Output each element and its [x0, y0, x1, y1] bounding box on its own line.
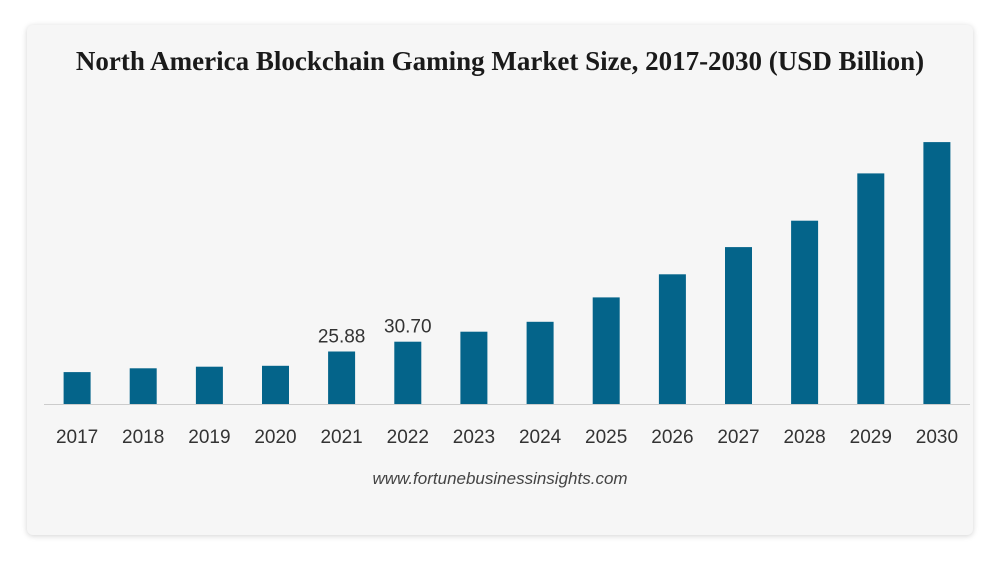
bar-2030 [923, 142, 951, 404]
x-tick-label: 2028 [783, 427, 825, 448]
bar-2021 [328, 351, 356, 404]
x-tick-label: 2020 [254, 427, 296, 448]
x-tick-label: 2030 [916, 427, 958, 448]
source-credit: www.fortunebusinessinsights.com [372, 469, 628, 488]
data-label-2021: 25.88 [318, 327, 366, 348]
bar-2022 [394, 341, 422, 404]
x-tick-label: 2027 [717, 427, 759, 448]
data-label-2022: 30.70 [384, 317, 432, 338]
x-tick-label: 2022 [387, 427, 429, 448]
bar-2020 [262, 365, 289, 404]
x-tick-label: 2021 [320, 427, 362, 448]
bar-2025 [592, 297, 620, 404]
x-tick-label: 2025 [585, 427, 627, 448]
x-tick-label: 2018 [122, 427, 164, 448]
bar-2023 [460, 331, 488, 404]
x-tick-label: 2026 [651, 427, 693, 448]
bar-2029 [857, 173, 885, 404]
x-tick-label: 2029 [850, 427, 892, 448]
chart-title: North America Blockchain Gaming Market S… [75, 46, 925, 76]
x-tick-label: 2024 [519, 427, 562, 448]
bar-2019 [195, 366, 223, 404]
bar-2028 [791, 220, 819, 404]
x-tick-label: 2019 [188, 427, 230, 448]
x-tick-label: 2023 [453, 427, 495, 448]
bar-2024 [526, 321, 554, 404]
bar-2017 [63, 372, 91, 404]
bar-2026 [658, 274, 686, 404]
x-tick-label: 2017 [56, 427, 98, 448]
bar-2027 [725, 247, 752, 404]
bar-2018 [129, 368, 157, 404]
